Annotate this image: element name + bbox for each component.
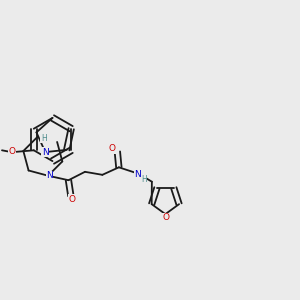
Text: O: O (9, 147, 16, 156)
Text: H: H (141, 175, 147, 184)
Text: H: H (41, 134, 46, 143)
Text: N: N (46, 171, 53, 180)
Text: N: N (134, 170, 141, 179)
Text: O: O (109, 144, 116, 153)
Text: O: O (163, 213, 170, 222)
Text: O: O (69, 195, 76, 204)
Text: N: N (42, 148, 49, 157)
